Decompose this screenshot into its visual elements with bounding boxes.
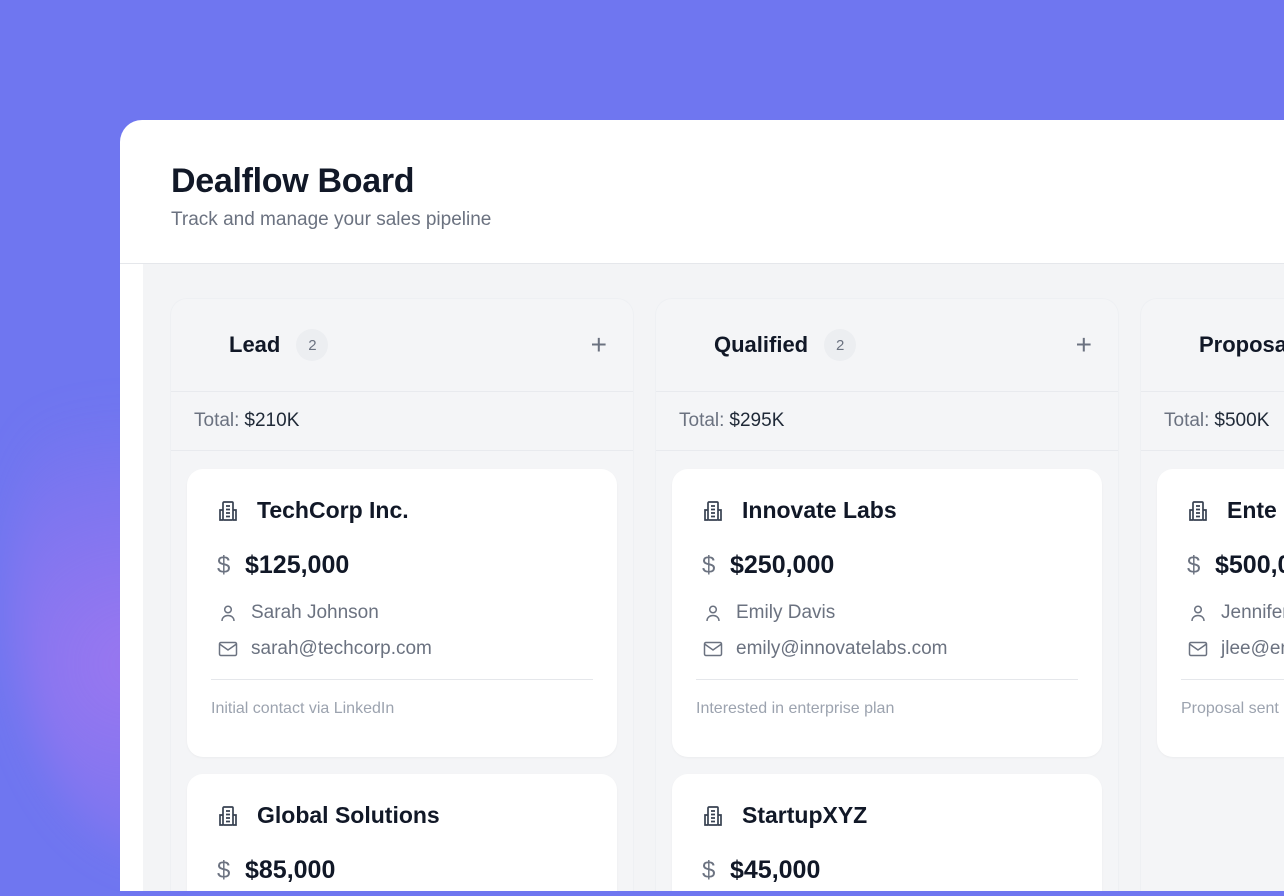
building-icon: [702, 805, 724, 827]
total-label: Total:: [194, 410, 240, 431]
building-icon: [217, 500, 239, 522]
dollar-icon: $: [1187, 551, 1201, 579]
count-badge: 2: [296, 329, 329, 361]
divider: [211, 679, 593, 680]
column-total: Total: $295K: [656, 392, 1118, 451]
contact-name: Emily Davis: [736, 602, 836, 623]
deal-card[interactable]: StartupXYZ $ $45,000: [672, 774, 1102, 891]
kanban-board: Lead 2 + Total: $210K TechCorp Inc. $ $125,0…: [143, 264, 1284, 891]
divider: [1181, 679, 1284, 680]
building-icon: [702, 500, 724, 522]
column-header: Qualified 2 +: [656, 299, 1118, 392]
dollar-icon: $: [702, 856, 716, 884]
contact-email[interactable]: emily@innovatelabs.com: [736, 638, 948, 659]
column-header: Proposa: [1141, 299, 1284, 392]
app-window: Dealflow Board Track and manage your sal…: [120, 120, 1284, 891]
deal-card[interactable]: Innovate Labs $ $250,000 Emily Davis emily@…: [672, 469, 1102, 757]
mail-icon: [1187, 641, 1209, 657]
column-total: Total: $500K: [1141, 392, 1284, 451]
contact-email[interactable]: sarah@techcorp.com: [251, 638, 432, 659]
dollar-icon: $: [702, 551, 716, 579]
total-label: Total:: [1164, 410, 1210, 431]
deal-note: Proposal sent: [1181, 700, 1279, 717]
page-subtitle: Track and manage your sales pipeline: [171, 209, 492, 230]
deal-amount: $250,000: [730, 551, 835, 579]
column-total: Total: $210K: [171, 392, 633, 451]
column-header: Lead 2 +: [171, 299, 633, 392]
mail-icon: [217, 641, 239, 657]
divider: [696, 679, 1078, 680]
deal-card[interactable]: Ente $ $500,0 Jennifer jlee@en Proposal sent: [1157, 469, 1284, 757]
plus-icon[interactable]: +: [590, 329, 607, 360]
company-name: Global Solutions: [257, 802, 440, 828]
company-name: Innovate Labs: [742, 497, 897, 523]
column-qualified: Qualified 2 + Total: $295K Innovate Labs $ $…: [656, 299, 1118, 891]
deal-card[interactable]: TechCorp Inc. $ $125,000 Sarah Johnson sara…: [187, 469, 617, 757]
deal-card[interactable]: Global Solutions $ $85,000: [187, 774, 617, 891]
page-title: Dealflow Board: [171, 162, 415, 200]
total-value: $500K: [1214, 410, 1270, 431]
column-lead: Lead 2 + Total: $210K TechCorp Inc. $ $125,0…: [171, 299, 633, 891]
total-value: $210K: [244, 410, 300, 431]
deal-note: Initial contact via LinkedIn: [211, 700, 395, 717]
company-name: StartupXYZ: [742, 802, 868, 828]
user-icon: [702, 604, 724, 622]
building-icon: [1187, 500, 1209, 522]
user-icon: [217, 604, 239, 622]
plus-icon[interactable]: +: [1075, 329, 1092, 360]
deal-amount: $125,000: [245, 551, 350, 579]
dollar-icon: $: [217, 856, 231, 884]
building-icon: [217, 805, 239, 827]
dollar-icon: $: [217, 551, 231, 579]
contact-name: Jennifer: [1221, 602, 1284, 623]
company-name: TechCorp Inc.: [257, 497, 409, 523]
mail-icon: [702, 641, 724, 657]
column-title: Qualified: [714, 332, 809, 357]
deal-amount: $500,0: [1215, 551, 1284, 579]
deal-amount: $45,000: [730, 856, 821, 884]
total-value: $295K: [729, 410, 785, 431]
total-label: Total:: [679, 410, 725, 431]
column-title: Proposa: [1199, 332, 1284, 357]
contact-email[interactable]: jlee@en: [1221, 638, 1284, 659]
column-proposa: Proposa Total: $500K Ente $ $500,0 Jennifer j…: [1141, 299, 1284, 891]
deal-note: Interested in enterprise plan: [696, 700, 895, 717]
company-name: Ente: [1227, 497, 1277, 523]
column-title: Lead: [229, 332, 281, 357]
count-badge: 2: [824, 329, 857, 361]
user-icon: [1187, 604, 1209, 622]
page-header: Dealflow Board Track and manage your sal…: [120, 120, 1284, 264]
contact-name: Sarah Johnson: [251, 602, 379, 623]
deal-amount: $85,000: [245, 856, 336, 884]
